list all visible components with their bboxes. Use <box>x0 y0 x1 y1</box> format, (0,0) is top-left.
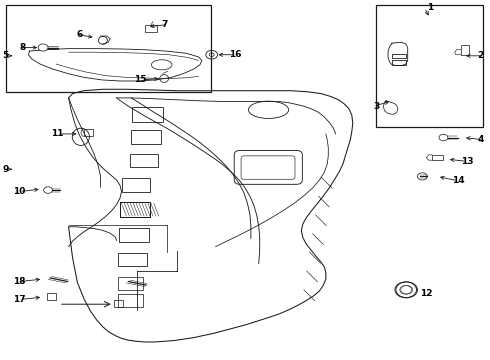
Bar <box>118 253 147 266</box>
Bar <box>132 107 163 122</box>
Bar <box>432 155 443 160</box>
Text: 13: 13 <box>461 157 473 166</box>
Text: 11: 11 <box>51 129 64 138</box>
Text: 9: 9 <box>2 165 9 174</box>
Text: 17: 17 <box>13 295 25 304</box>
Bar <box>39 271 176 310</box>
Bar <box>145 25 157 32</box>
Bar <box>84 129 93 136</box>
Bar <box>392 60 406 65</box>
Text: 14: 14 <box>452 176 465 185</box>
Text: 12: 12 <box>420 289 433 298</box>
Bar <box>122 178 150 192</box>
Text: 15: 15 <box>134 76 147 85</box>
Text: 1: 1 <box>427 3 433 12</box>
Bar <box>130 154 158 167</box>
Text: 2: 2 <box>477 51 484 60</box>
Bar <box>392 54 406 58</box>
Bar <box>120 202 150 217</box>
Bar <box>120 202 150 217</box>
Bar <box>118 294 143 307</box>
Text: 18: 18 <box>13 277 25 286</box>
Bar <box>114 300 123 307</box>
Text: 4: 4 <box>477 135 484 144</box>
Circle shape <box>38 44 48 51</box>
Bar <box>376 5 483 127</box>
Bar <box>6 5 211 92</box>
Text: 16: 16 <box>229 50 242 59</box>
Bar <box>461 45 469 55</box>
Bar <box>119 228 149 242</box>
Text: 10: 10 <box>13 187 25 196</box>
Text: 6: 6 <box>76 30 82 39</box>
Bar <box>47 293 56 300</box>
Text: 7: 7 <box>162 20 168 29</box>
Bar <box>118 277 143 290</box>
Text: 5: 5 <box>2 51 9 60</box>
Text: 8: 8 <box>19 43 25 52</box>
Bar <box>131 130 161 144</box>
Text: 3: 3 <box>373 102 380 111</box>
